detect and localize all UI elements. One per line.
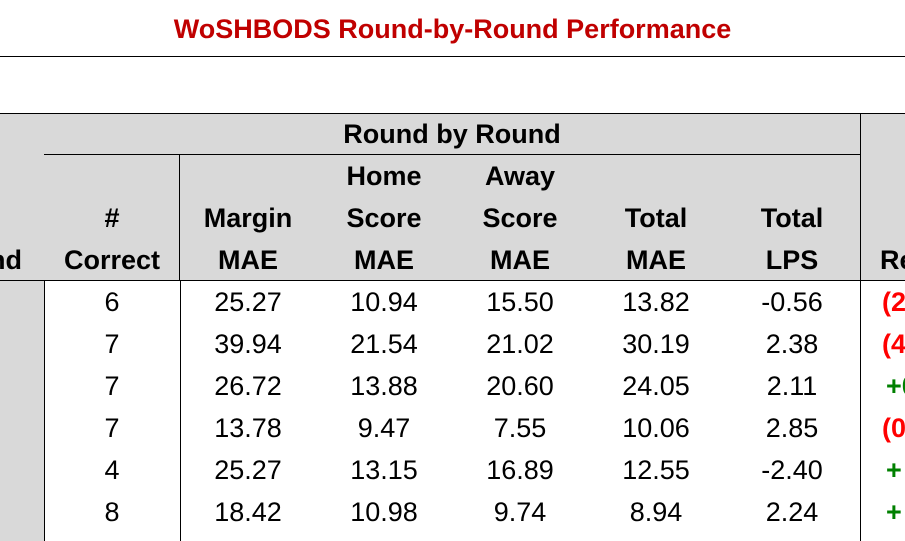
column-header: MAE <box>626 244 686 275</box>
column-header: Away <box>484 160 556 191</box>
left-header-bg <box>0 113 45 281</box>
column-header: Home <box>346 160 422 191</box>
column-header-bg <box>452 155 588 281</box>
cell: 21.54 <box>350 328 418 359</box>
cell: 4 <box>104 454 120 485</box>
cell: 2.38 <box>765 328 819 359</box>
column-header: Margin <box>203 202 293 233</box>
cell: 6 <box>104 286 120 317</box>
result-cell: (2 <box>882 286 905 317</box>
cell: 7 <box>104 370 120 401</box>
left-header: nd <box>0 244 22 275</box>
cell: 25.27 <box>214 454 282 485</box>
cell: 16.89 <box>486 454 554 485</box>
cell: 24.05 <box>622 370 690 401</box>
column-header: LPS <box>765 244 819 275</box>
result-cell: +0 <box>886 370 905 401</box>
cell: 15.50 <box>486 286 554 317</box>
column-header: MAE <box>490 244 550 275</box>
column-header: # <box>104 202 120 233</box>
cell: 8 <box>104 496 120 527</box>
cell: 10.06 <box>622 412 690 443</box>
cell: 9.47 <box>357 412 411 443</box>
title: WoSHBODS Round-by-Round Performance <box>173 14 732 44</box>
column-header-bg <box>44 155 180 281</box>
column-header-bg <box>180 155 316 281</box>
column-header: MAE <box>218 244 278 275</box>
result-cell: + <box>886 454 902 485</box>
column-header-bg <box>316 155 452 281</box>
column-header-bg <box>724 155 860 281</box>
column-header: MAE <box>354 244 414 275</box>
column-header: Score <box>346 202 422 233</box>
correct-divider <box>180 281 181 541</box>
right-header: Re <box>880 244 905 275</box>
left-column-bg <box>0 281 45 541</box>
result-cell: (4 <box>882 328 905 359</box>
cell: 10.94 <box>350 286 418 317</box>
cell: 21.02 <box>486 328 554 359</box>
cell: 12.55 <box>622 454 690 485</box>
cell: 7 <box>104 412 120 443</box>
cell: 8.94 <box>629 496 683 527</box>
cell: 26.72 <box>214 370 282 401</box>
group-header: Round by Round <box>44 113 860 155</box>
cell: 7.55 <box>493 412 547 443</box>
cell: -0.56 <box>761 286 823 317</box>
cell: 30.19 <box>622 328 690 359</box>
cell: 20.60 <box>486 370 554 401</box>
column-header: Score <box>482 202 558 233</box>
cell: 10.98 <box>350 496 418 527</box>
cell: 25.27 <box>214 286 282 317</box>
right-column-bg <box>860 281 905 541</box>
cell: 18.42 <box>214 496 282 527</box>
cell: 2.11 <box>766 370 818 401</box>
column-header: Correct <box>63 244 161 275</box>
cell: 13.78 <box>214 412 282 443</box>
cell: 2.24 <box>765 496 819 527</box>
cell: -2.40 <box>761 454 823 485</box>
column-header: Total <box>760 202 824 233</box>
cell: 13.15 <box>350 454 418 485</box>
cell: 9.74 <box>493 496 547 527</box>
result-cell: + <box>886 496 902 527</box>
column-header-bg <box>588 155 724 281</box>
cell: 7 <box>104 328 120 359</box>
cell: 2.85 <box>765 412 819 443</box>
cell: 13.88 <box>350 370 418 401</box>
cell: 13.82 <box>622 286 690 317</box>
right-header-bg <box>860 113 905 281</box>
column-header: Total <box>624 202 688 233</box>
title-rule <box>0 56 905 57</box>
result-cell: (0 <box>882 412 905 443</box>
cell: 39.94 <box>214 328 282 359</box>
